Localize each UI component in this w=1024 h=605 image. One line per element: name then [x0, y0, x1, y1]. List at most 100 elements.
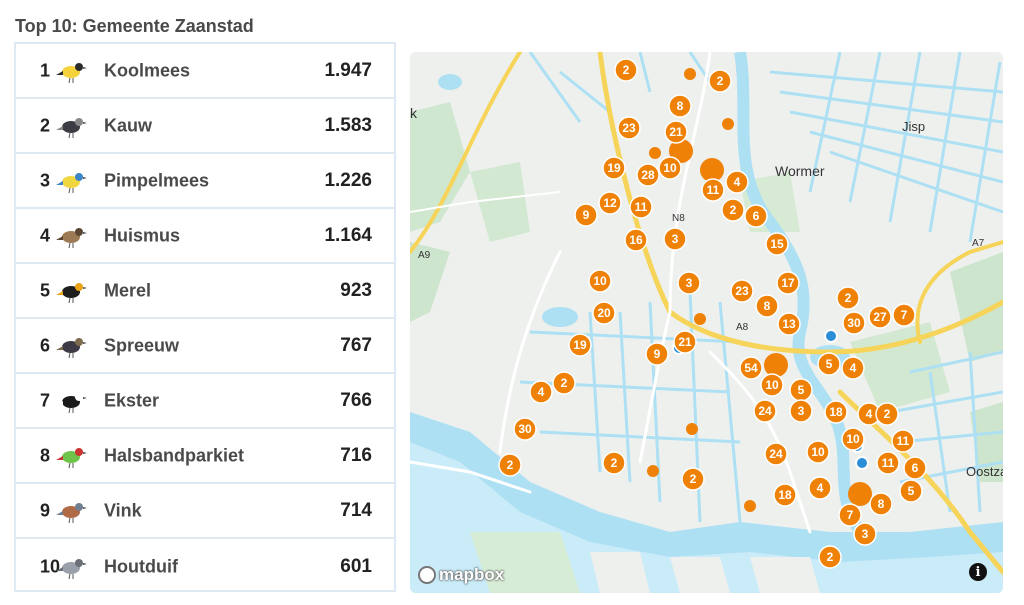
table-row[interactable]: 5 Merel 923 [16, 264, 394, 319]
cluster-marker[interactable]: 7 [838, 503, 862, 527]
cluster-marker[interactable]: 12 [598, 191, 622, 215]
table-row[interactable]: 7 Ekster 766 [16, 374, 394, 429]
cluster-marker[interactable]: 21 [664, 120, 688, 144]
cluster-circle [891, 429, 915, 453]
rank-number: 5 [40, 280, 51, 300]
observation-dot[interactable] [684, 68, 696, 80]
cluster-marker[interactable]: 3 [853, 522, 877, 546]
cluster-marker[interactable]: 19 [602, 156, 626, 180]
cluster-marker[interactable]: 27 [868, 305, 892, 329]
cluster-marker[interactable]: 2 [836, 286, 860, 310]
cluster-marker[interactable]: 10 [760, 373, 784, 397]
cluster-marker[interactable]: 18 [773, 483, 797, 507]
observation-dot[interactable] [722, 118, 734, 130]
table-row[interactable]: 4 Huismus 1.164 [16, 209, 394, 264]
table-row[interactable]: 10 Houtduif 601 [16, 539, 394, 594]
cluster-marker[interactable]: 5 [817, 352, 841, 376]
cluster-marker[interactable]: 4 [725, 170, 749, 194]
observation-marker[interactable] [669, 139, 693, 163]
cluster-marker[interactable]: 24 [764, 442, 788, 466]
cluster-marker[interactable]: 54 [739, 356, 763, 380]
observation-marker[interactable] [848, 482, 872, 506]
cluster-marker[interactable]: 10 [658, 156, 682, 180]
cluster-marker[interactable]: 7 [892, 303, 916, 327]
map[interactable]: WormerJispOostzakN8A8A9A7 22823211928101… [410, 52, 1003, 593]
cluster-count: 8 [677, 99, 684, 113]
location-marker[interactable] [824, 329, 838, 343]
cluster-circle [876, 451, 900, 475]
cluster-marker[interactable]: 2 [681, 467, 705, 491]
cluster-marker[interactable]: 4 [529, 380, 553, 404]
cluster-marker[interactable]: 5 [789, 378, 813, 402]
cluster-marker[interactable]: 15 [765, 232, 789, 256]
table-row[interactable]: 8 Halsbandparkiet 716 [16, 429, 394, 484]
cluster-circle [760, 373, 784, 397]
bird-name: Koolmees [104, 60, 191, 80]
info-icon[interactable]: i [969, 563, 987, 581]
cluster-marker[interactable]: 28 [636, 163, 660, 187]
cluster-marker[interactable]: 17 [776, 271, 800, 295]
cluster-circle [903, 456, 927, 480]
table-row[interactable]: 9 Vink 714 [16, 484, 394, 539]
cluster-marker[interactable]: 10 [841, 427, 865, 451]
observation-dot[interactable] [647, 465, 659, 477]
cluster-marker[interactable]: 19 [568, 333, 592, 357]
cluster-marker[interactable]: 4 [808, 476, 832, 500]
observation-marker[interactable] [700, 158, 724, 182]
cluster-marker[interactable]: 30 [513, 417, 537, 441]
cluster-marker[interactable]: 6 [903, 456, 927, 480]
cluster-marker[interactable]: 5 [899, 479, 923, 503]
road-label: A7 [972, 238, 985, 249]
cluster-marker[interactable]: 9 [574, 203, 598, 227]
table-row[interactable]: 3 Pimpelmees 1.226 [16, 154, 394, 209]
cluster-marker[interactable]: 8 [755, 294, 779, 318]
cluster-marker[interactable]: 11 [701, 178, 725, 202]
observation-dot[interactable] [649, 147, 661, 159]
map-canvas[interactable]: WormerJispOostzakN8A8A9A7 22823211928101… [410, 52, 1003, 593]
cluster-marker[interactable]: 2 [602, 451, 626, 475]
observation-dot[interactable] [744, 500, 756, 512]
cluster-marker[interactable]: 3 [677, 271, 701, 295]
cluster-marker[interactable]: 20 [592, 301, 616, 325]
cluster-marker[interactable]: 2 [721, 198, 745, 222]
cluster-marker[interactable]: 10 [588, 269, 612, 293]
cluster-marker[interactable]: 4 [841, 356, 865, 380]
observation-dot[interactable] [686, 423, 698, 435]
table-row[interactable]: 2 Kauw 1.583 [16, 99, 394, 154]
cluster-circle [513, 417, 537, 441]
cluster-marker[interactable]: 30 [842, 311, 866, 335]
mapbox-attribution[interactable]: mapbox [418, 565, 504, 585]
location-marker[interactable] [855, 456, 869, 470]
observation-dot[interactable] [694, 313, 706, 325]
cluster-marker[interactable]: 4 [857, 402, 881, 426]
cluster-marker[interactable]: 8 [668, 94, 692, 118]
cluster-marker[interactable]: 23 [617, 116, 641, 140]
cluster-marker[interactable]: 24 [753, 399, 777, 423]
cluster-marker[interactable]: 11 [876, 451, 900, 475]
cluster-marker[interactable]: 10 [806, 440, 830, 464]
table-row[interactable]: 6 Spreeuw 767 [16, 319, 394, 374]
cluster-marker[interactable]: 13 [777, 312, 801, 336]
cluster-marker[interactable]: 3 [663, 227, 687, 251]
cluster-circle [838, 503, 862, 527]
rank-number: 1 [40, 60, 51, 80]
cluster-count: 5 [798, 383, 805, 397]
cluster-marker[interactable]: 2 [875, 402, 899, 426]
observation-marker[interactable] [764, 353, 788, 377]
cluster-marker[interactable]: 2 [614, 58, 638, 82]
cluster-marker[interactable]: 23 [730, 279, 754, 303]
cluster-marker[interactable]: 6 [744, 204, 768, 228]
cluster-marker[interactable]: 9 [645, 342, 669, 366]
cluster-marker[interactable]: 3 [789, 399, 813, 423]
cluster-marker[interactable]: 11 [891, 429, 915, 453]
cluster-marker[interactable]: 2 [498, 453, 522, 477]
cluster-marker[interactable]: 11 [629, 195, 653, 219]
cluster-marker[interactable]: 18 [824, 400, 848, 424]
cluster-marker[interactable]: 8 [869, 492, 893, 516]
table-row[interactable]: 1 Koolmees 1.947 [16, 44, 394, 99]
cluster-marker[interactable]: 2 [708, 69, 732, 93]
cluster-marker[interactable]: 21 [673, 330, 697, 354]
cluster-marker[interactable]: 2 [552, 371, 576, 395]
cluster-marker[interactable]: 2 [818, 545, 842, 569]
cluster-marker[interactable]: 16 [624, 228, 648, 252]
